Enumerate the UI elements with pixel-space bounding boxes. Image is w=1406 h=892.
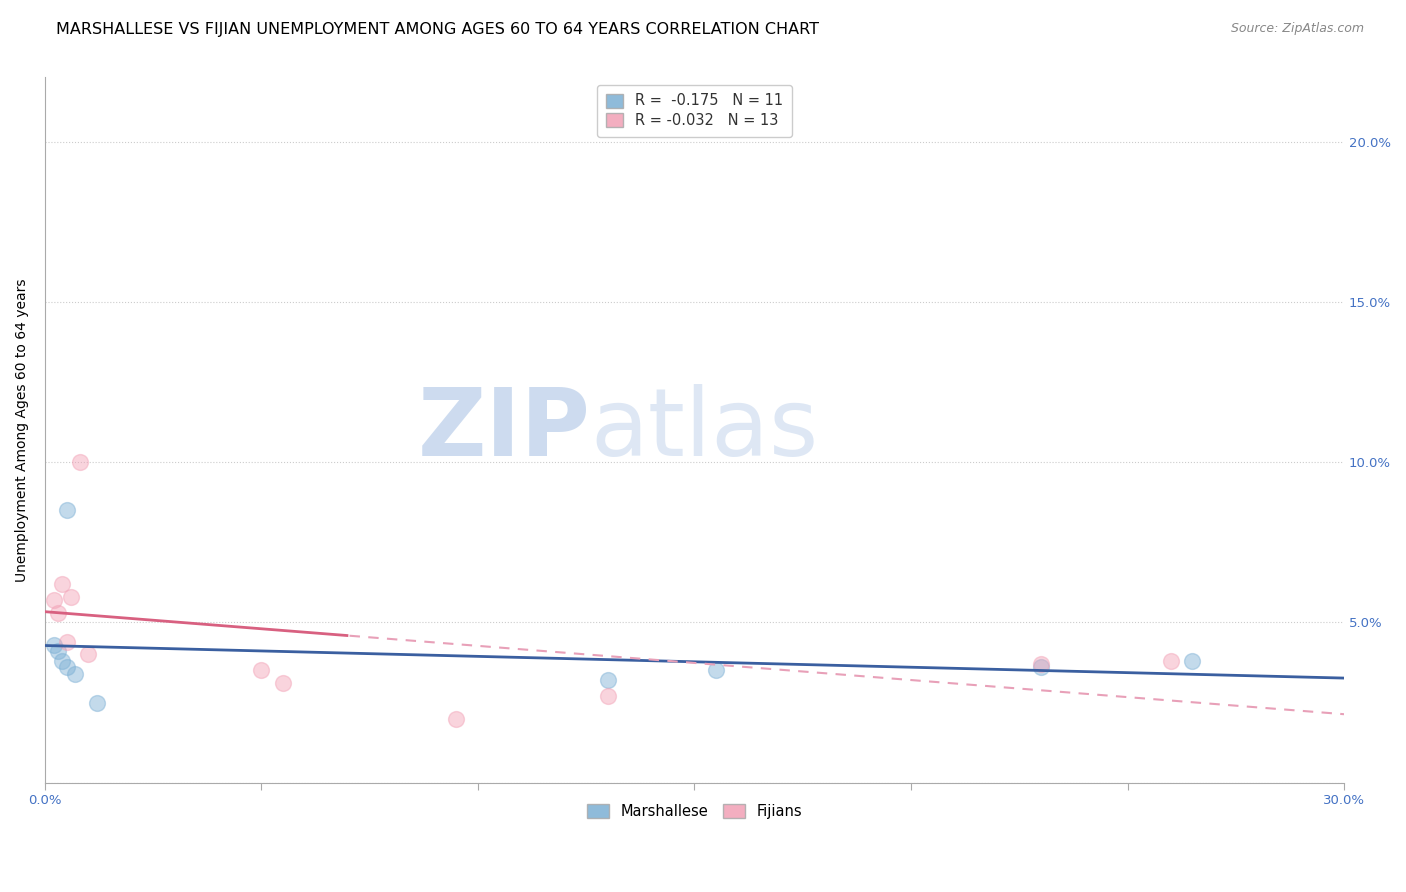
Legend: Marshallese, Fijians: Marshallese, Fijians [581, 798, 808, 825]
Point [51, 577, 73, 591]
Point [271, 676, 294, 690]
Point [596, 689, 619, 703]
Text: MARSHALLESE VS FIJIAN UNEMPLOYMENT AMONG AGES 60 TO 64 YEARS CORRELATION CHART: MARSHALLESE VS FIJIAN UNEMPLOYMENT AMONG… [56, 22, 820, 37]
Point [1181, 654, 1204, 668]
Point [55, 503, 77, 517]
Point [704, 664, 727, 678]
Point [596, 673, 619, 687]
Text: Source: ZipAtlas.com: Source: ZipAtlas.com [1230, 22, 1364, 36]
Point [1029, 660, 1052, 674]
Point [446, 712, 468, 726]
Point [86, 696, 108, 710]
Point [46, 606, 69, 620]
Text: atlas: atlas [591, 384, 818, 476]
Text: ZIP: ZIP [418, 384, 591, 476]
Point [42, 593, 65, 607]
Point [1160, 654, 1182, 668]
Point [1029, 657, 1052, 671]
Point [59, 590, 82, 604]
Point [77, 648, 100, 662]
Point [250, 664, 273, 678]
Point [51, 654, 73, 668]
Y-axis label: Unemployment Among Ages 60 to 64 years: Unemployment Among Ages 60 to 64 years [15, 278, 30, 582]
Point [55, 634, 77, 648]
Point [55, 660, 77, 674]
Point [42, 638, 65, 652]
Point [46, 644, 69, 658]
Point [69, 455, 91, 469]
Point [65, 666, 87, 681]
